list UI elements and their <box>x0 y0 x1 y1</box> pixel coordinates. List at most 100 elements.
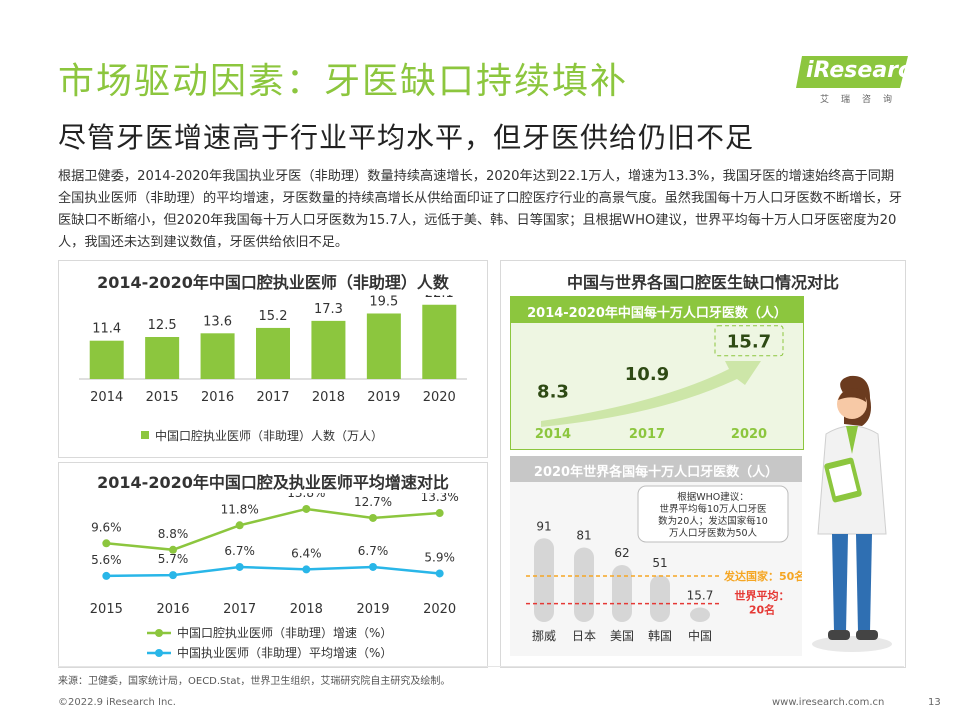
chart2-x-tick: 2017 <box>223 602 256 617</box>
chart1-x-tick: 2020 <box>423 390 456 405</box>
chart2-point-label: 9.6% <box>91 520 122 534</box>
chart2-point <box>169 545 177 554</box>
chart4-bar <box>612 564 632 622</box>
panel-growth-compare: 2014-2020年中国口腔及执业医师平均增速对比 9.6% 8.8% 11.8% 1… <box>58 462 488 668</box>
chart2-point <box>235 562 244 571</box>
chart2-point-label: 11.8% <box>221 502 259 516</box>
chart2-point-label: 13.3% <box>421 493 459 504</box>
chart2-legend-marker <box>155 629 163 637</box>
chart2-point-label: 12.7% <box>354 495 392 509</box>
chart4-reference-label: 世界平均： <box>735 589 790 603</box>
chart2-x-tick: 2019 <box>356 602 389 617</box>
chart4-annotation-text: 万人口牙医数为50人 <box>669 527 758 539</box>
chart4-value-label: 51 <box>652 556 667 570</box>
chart1-value-label: 13.6 <box>203 314 232 329</box>
chart4-bar <box>690 607 710 622</box>
chart3-trend-arrow <box>541 361 761 427</box>
chart1-bar <box>256 327 290 379</box>
chart1-svg: 11.4 2014 12.5 2015 13.6 2016 15.2 2017 17.3 2018… <box>79 295 467 443</box>
logo-mark <box>796 52 908 88</box>
footer-url[interactable]: www.iresearch.com.cn <box>772 697 885 708</box>
chart3-x-tick: 2014 <box>535 427 571 442</box>
chart4-value-label: 81 <box>576 528 591 542</box>
footer-divider <box>58 666 904 667</box>
chart2-point-label: 6.7% <box>224 544 255 558</box>
chart4-annotation-text: 根据WHO建议： <box>677 491 749 503</box>
chart2-svg: 9.6% 8.8% 11.8% 13.8% 12.7% 13.3% 5.6% 5.7% 6.7%… <box>90 493 459 660</box>
chart4-bar <box>534 538 554 622</box>
chart1-x-tick: 2015 <box>146 390 179 405</box>
chart1-x-tick: 2014 <box>90 390 123 405</box>
chart2-point-label: 6.4% <box>291 546 322 560</box>
chart4-x-tick: 中国 <box>688 628 712 643</box>
chart4-value-label: 62 <box>614 546 629 560</box>
chart2-point-label: 6.7% <box>358 544 389 558</box>
chart3-svg: 8.3 2014 10.9 2017 15.7 2020 <box>535 325 784 442</box>
logo-text: iResearch <box>806 58 927 83</box>
chart2-point-label: 5.6% <box>91 553 122 567</box>
chart2-x-tick: 2016 <box>156 602 189 617</box>
panel-dentist-count: 2014-2020年中国口腔执业医师（非助理）人数 11.4 2014 12.5 20… <box>58 260 488 458</box>
chart4-x-tick: 美国 <box>610 629 634 643</box>
chart1-bar <box>89 340 124 379</box>
chart2-title: 2014-2020年中国口腔及执业医师平均增速对比 <box>97 473 449 492</box>
doctor-with-clipboard-illustration <box>804 374 900 656</box>
chart1-bar <box>422 304 457 379</box>
chart2-legend-marker <box>155 649 163 657</box>
chart1-legend-swatch <box>141 431 149 439</box>
chart1-bar <box>145 337 180 379</box>
chart1-bar <box>366 313 401 379</box>
chart3-value-label: 8.3 <box>537 382 569 403</box>
chart4-bar <box>574 547 594 622</box>
footer-copyright: ©2022.9 iResearch Inc. <box>58 697 176 708</box>
chart4-title-bar <box>510 456 802 482</box>
chart2-point <box>302 565 311 574</box>
chart1-title: 2014-2020年中国口腔执业医师（非助理）人数 <box>97 273 449 292</box>
chart2-point-label: 5.9% <box>424 550 455 564</box>
chart4-value-label: 91 <box>536 519 551 533</box>
chart4-title: 2020年世界各国每十万人口牙医数（人） <box>533 465 779 480</box>
chart1-value-label: 15.2 <box>259 309 288 324</box>
chart1-value-label: 19.5 <box>369 295 398 309</box>
chart1-x-tick: 2019 <box>367 390 400 405</box>
page-title: 市场驱动因素：牙医缺口持续填补 <box>58 61 629 102</box>
chart4-value-label: 15.7 <box>687 589 714 603</box>
chart2-point <box>169 571 177 580</box>
chart4-x-tick: 挪威 <box>532 629 556 643</box>
doctor-illustration-svg <box>812 375 892 652</box>
chart1-x-tick: 2016 <box>201 390 234 405</box>
chart1-legend-label: 中国口腔执业医师（非助理）人数（万人） <box>155 428 383 443</box>
chart3-title-bar <box>511 297 803 323</box>
chart2-point <box>369 513 377 522</box>
intro-paragraph: 根据卫健委，2014-2020年我国执业牙医（非助理）数量持续高速增长，2020… <box>58 169 902 250</box>
chart4-reference-label: 发达国家：50名 <box>723 569 802 583</box>
chart2-series-line <box>106 507 440 552</box>
chart2-legend-label: 中国口腔执业医师（非助理）增速（%） <box>177 625 392 640</box>
chart2-point <box>435 509 444 518</box>
footer-source: 来源：卫健委，国家统计局，OECD.Stat，世界卫生组织，艾瑞研究院自主研究及… <box>58 676 451 687</box>
chart1-bar <box>311 320 346 379</box>
chart3-x-tick: 2017 <box>629 427 665 442</box>
chart2-x-tick: 2015 <box>90 602 123 617</box>
chart2-point-label: 8.8% <box>158 527 189 541</box>
chart1-value-label: 12.5 <box>148 318 177 333</box>
chart2-legend-label: 中国执业医师（非助理）平均增速（%） <box>177 645 392 660</box>
chart2-x-tick: 2020 <box>423 602 456 617</box>
chart2-point-label: 5.7% <box>158 552 189 566</box>
chart4-box: 2020年世界各国每十万人口牙医数（人） 91 挪威 81 日本 62 美国 51 韩国 15.… <box>510 456 802 656</box>
chart4-annotation-text: 世界平均每10万人口牙医 <box>659 503 767 515</box>
chart3-value-label: 15.7 <box>727 332 771 353</box>
chart3-x-tick: 2020 <box>731 427 767 442</box>
chart2-point <box>102 539 111 548</box>
chart4-annotation-text: 数为20人；发达国家每10 <box>658 515 768 527</box>
chart2-point <box>302 504 311 513</box>
page-number: 13 <box>928 697 941 708</box>
chart2-point <box>235 521 244 530</box>
chart3-highlight-box <box>714 325 784 357</box>
chart1-bar <box>200 333 235 379</box>
chart2-point <box>102 571 111 580</box>
chart1-x-tick: 2017 <box>256 390 289 405</box>
chart1-value-label: 17.3 <box>314 302 343 317</box>
logo-shape <box>796 56 908 88</box>
